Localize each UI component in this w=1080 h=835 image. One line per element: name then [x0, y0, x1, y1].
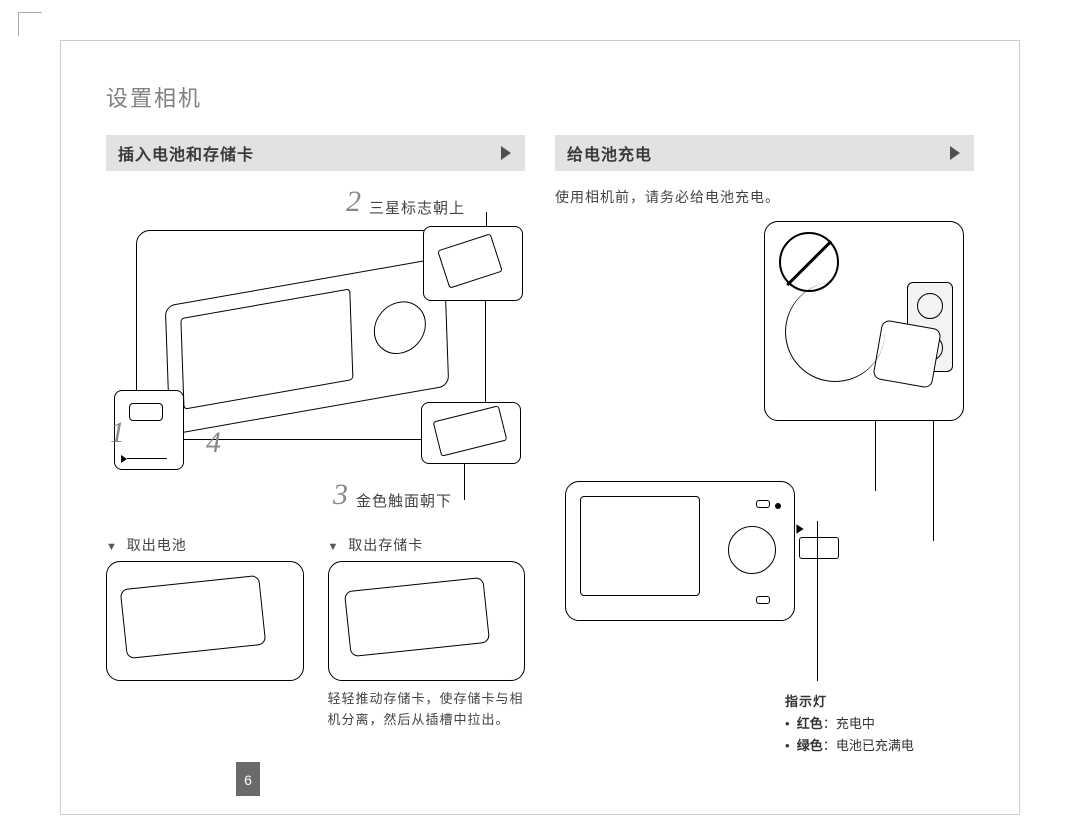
led-title: 指示灯: [785, 691, 914, 713]
page-number: 6: [236, 762, 260, 796]
camera-back-sketch: [565, 481, 795, 621]
cable-down-2: [933, 421, 935, 541]
charge-illustrations: 指示灯 • 红色：充电中 • 绿色：电池已充满电: [555, 221, 974, 794]
camera-charge-illustration: [565, 481, 845, 651]
remove-battery-illustration: [106, 561, 304, 681]
battery-out-sketch: [120, 575, 267, 659]
card-slot-inset-illustration: [421, 402, 521, 464]
led-info: 指示灯 • 红色：充电中 • 绿色：电池已充满电: [785, 691, 914, 757]
step-3-number: 3: [316, 480, 356, 510]
remove-row: ▼ 取出电池 ▼ 取出存储卡 轻轻推动存储卡，使存储卡与相机分离，: [106, 535, 525, 731]
cable-down: [875, 421, 877, 491]
section-header-charge: 给电池充电: [555, 135, 974, 171]
remove-battery-label: ▼ 取出电池: [106, 535, 304, 555]
led-red-rest: ：充电中: [823, 716, 875, 731]
remove-card-cell: ▼ 取出存储卡 轻轻推动存储卡，使存储卡与相机分离，然后从插槽中拉出。: [328, 535, 526, 731]
step-3-text: 金色触面朝下: [356, 480, 452, 511]
led-dot: [775, 503, 781, 509]
latch-arrow-line: [127, 458, 167, 459]
remove-card-caption: 轻轻推动存储卡，使存储卡与相机分离，然后从插槽中拉出。: [328, 689, 526, 731]
remove-card-label: ▼ 取出存储卡: [328, 535, 526, 555]
slot-sketch: [433, 405, 508, 456]
wall-outlet-illustration: [764, 221, 964, 421]
camera-btn-1: [756, 500, 770, 508]
step-1-number: 1: [110, 416, 125, 450]
led-green-rest: ：电池已充满电: [823, 738, 914, 753]
bullet-icon: •: [785, 716, 793, 731]
column-left: 插入电池和存储卡 2 三星标志朝上: [106, 135, 525, 794]
latch-arrow-icon: [121, 455, 127, 463]
cable-curve: [785, 282, 885, 382]
latch-sketch: [129, 403, 163, 421]
battery-inset-illustration: [423, 226, 523, 301]
main-illustration-wrap: 1 4: [106, 224, 525, 474]
bullet-icon: •: [785, 738, 793, 753]
step-2-row: 2 三星标志朝上: [106, 187, 525, 218]
manual-page: 设置相机 插入电池和存储卡 2 三星标志朝上: [60, 40, 1020, 815]
step-2-text: 三星标志朝上: [369, 187, 465, 218]
content-columns: 插入电池和存储卡 2 三星标志朝上: [106, 135, 974, 794]
step-2-number: 2: [329, 187, 369, 217]
card-out-sketch: [343, 577, 489, 657]
led-line-green: • 绿色：电池已充满电: [785, 735, 914, 757]
remove-battery-cell: ▼ 取出电池: [106, 535, 304, 731]
led-green-bold: 绿色: [797, 738, 823, 753]
step-4-number: 4: [206, 426, 221, 460]
camera-back-screen: [580, 496, 700, 596]
battery-sketch: [437, 233, 503, 288]
led-leader-line: [817, 521, 818, 681]
crop-mark: [18, 12, 42, 36]
insert-arrow-icon: [796, 524, 803, 534]
usb-connector-sketch: [799, 537, 839, 559]
camera-btn-2: [756, 596, 770, 604]
led-red-bold: 红色: [797, 716, 823, 731]
outlet-hole-top: [917, 293, 943, 319]
remove-battery-text: 取出电池: [127, 537, 187, 553]
down-marker-icon: ▼: [328, 541, 340, 553]
led-line-red: • 红色：充电中: [785, 713, 914, 735]
remove-card-illustration: [328, 561, 526, 681]
section-header-insert: 插入电池和存储卡: [106, 135, 525, 171]
camera-back-ring: [728, 526, 776, 574]
page-title: 设置相机: [106, 81, 974, 113]
down-marker-icon: ▼: [106, 541, 118, 553]
camera-screen: [180, 288, 353, 409]
camera-sketch: [165, 257, 449, 435]
step-3-row: 3 金色触面朝下: [106, 480, 525, 511]
charge-intro-text: 使用相机前，请务必给电池充电。: [555, 187, 974, 207]
column-right: 给电池充电 使用相机前，请务必给电池充电。: [555, 135, 974, 794]
camera-control-ring: [373, 297, 427, 358]
leader-line-3: [464, 464, 465, 500]
remove-card-text: 取出存储卡: [348, 537, 423, 553]
